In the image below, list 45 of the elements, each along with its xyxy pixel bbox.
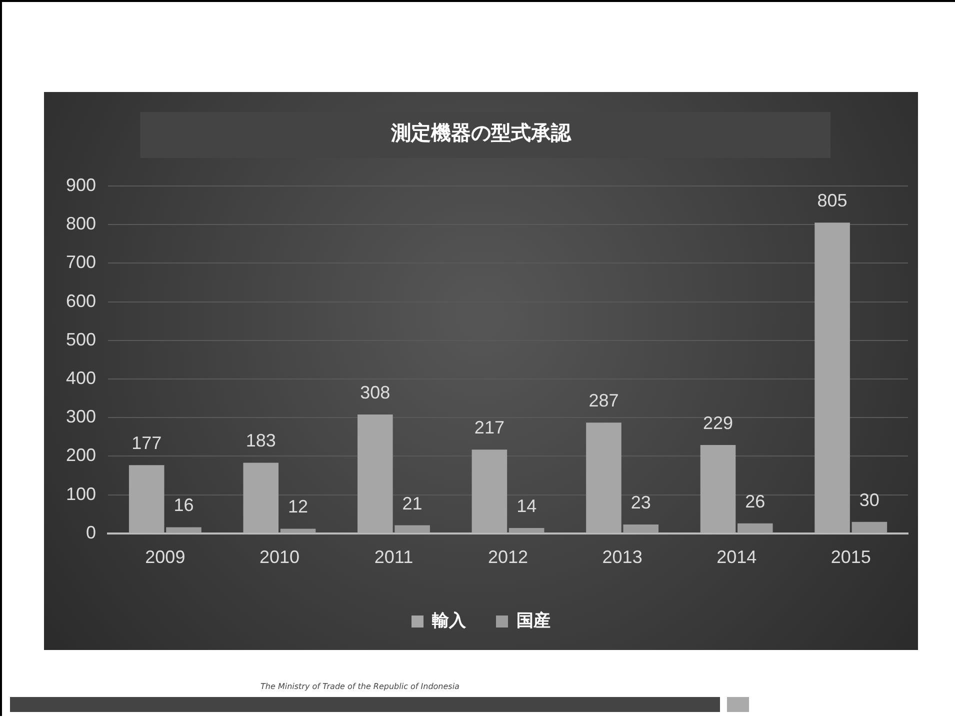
data-label: 12 xyxy=(288,496,308,517)
data-label: 177 xyxy=(132,433,162,454)
y-tick-label: 100 xyxy=(66,484,96,504)
bar xyxy=(852,522,888,533)
data-label: 308 xyxy=(360,382,390,402)
bar xyxy=(508,528,544,533)
y-tick-label: 700 xyxy=(66,252,96,272)
data-label: 805 xyxy=(817,190,848,211)
data-label: 23 xyxy=(630,492,651,512)
text: The Ministry of Trade of the Republic of Indonesia xyxy=(260,682,460,691)
legend-label: 国産 xyxy=(516,611,550,630)
x-tick-label: 2011 xyxy=(374,547,414,568)
y-tick-label: 900 xyxy=(66,174,96,195)
bar xyxy=(243,462,279,533)
data-label: 183 xyxy=(246,430,276,451)
bar xyxy=(700,445,736,533)
y-tick-label: 600 xyxy=(66,290,96,311)
bar xyxy=(280,528,316,533)
chart-title: 測定機器の型式承認 xyxy=(390,122,572,145)
data-label: 21 xyxy=(402,493,422,514)
y-tick-label: 500 xyxy=(66,329,96,350)
x-tick-label: 2015 xyxy=(830,547,871,568)
bar xyxy=(166,527,202,533)
y-tick-label: 300 xyxy=(66,406,96,427)
data-label: 14 xyxy=(516,496,537,516)
data-label: 229 xyxy=(702,412,734,433)
data-label: 16 xyxy=(174,495,194,516)
bar xyxy=(472,450,508,533)
bar xyxy=(814,222,850,533)
y-tick-label: 400 xyxy=(66,368,96,388)
x-tick-label: 2010 xyxy=(259,547,300,568)
x-tick-label: 2014 xyxy=(716,547,757,568)
y-tick-label: 0 xyxy=(86,522,96,542)
data-label: 30 xyxy=(859,490,880,510)
x-tick-label: 2013 xyxy=(602,547,642,568)
data-label: 217 xyxy=(474,418,504,438)
x-tick-label: 2009 xyxy=(145,547,186,568)
x-tick-label: 2012 xyxy=(488,547,528,568)
data-label: 287 xyxy=(588,390,619,411)
y-tick-label: 800 xyxy=(66,214,96,234)
bar xyxy=(128,465,164,533)
data-label: 26 xyxy=(745,491,766,512)
legend-label: 輸入 xyxy=(431,611,467,630)
bar xyxy=(738,523,773,533)
y-tick-label: 200 xyxy=(66,445,96,466)
